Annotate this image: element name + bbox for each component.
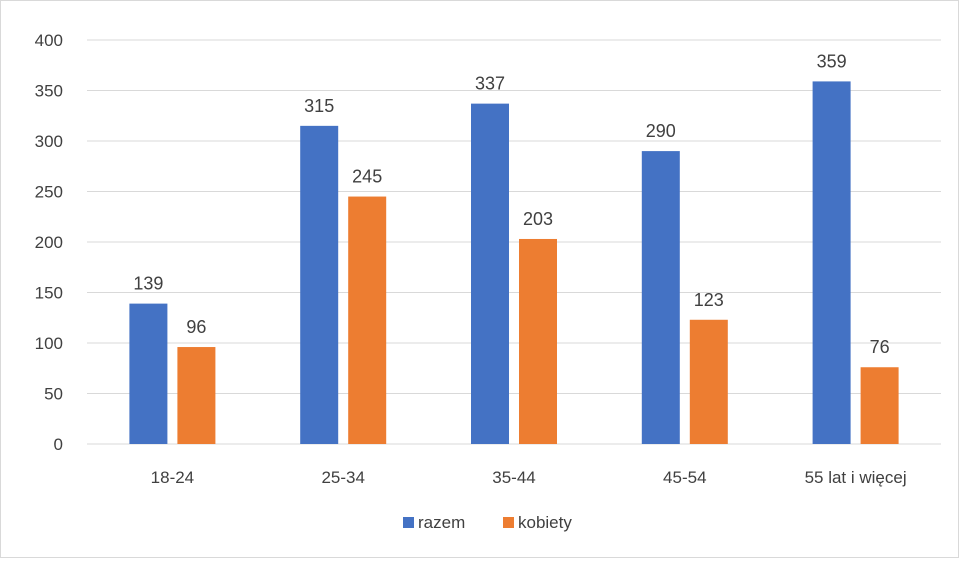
- data-label-razem-2: 337: [475, 74, 505, 94]
- y-tick-label: 0: [54, 435, 63, 454]
- data-label-razem-0: 139: [133, 274, 163, 294]
- y-tick-label: 300: [35, 132, 63, 151]
- x-category-label: 55 lat i więcej: [805, 468, 907, 487]
- y-tick-label: 200: [35, 233, 63, 252]
- data-label-kobiety-1: 245: [352, 167, 382, 187]
- y-tick-label: 150: [35, 284, 63, 303]
- data-label-kobiety-0: 96: [186, 317, 206, 337]
- y-tick-label: 50: [44, 385, 63, 404]
- data-label-razem-3: 290: [646, 121, 676, 141]
- legend-label-razem: razem: [418, 513, 465, 532]
- data-label-razem-1: 315: [304, 96, 334, 116]
- bar-razem-4: [812, 81, 851, 444]
- y-axis-ticks: 0 50 100 150 200 250 300 350 400: [35, 31, 63, 454]
- bar-kobiety-2: [519, 238, 557, 444]
- data-label-kobiety-4: 76: [870, 337, 890, 357]
- data-labels: 139 96 315 245 337 203 290 123 359 76: [133, 51, 889, 357]
- data-label-razem-4: 359: [817, 51, 847, 71]
- legend-swatch-kobiety: [503, 517, 514, 528]
- bar-kobiety-1: [348, 196, 387, 444]
- bar-kobiety-3: [689, 319, 728, 444]
- x-category-label: 25-34: [321, 468, 364, 487]
- y-tick-label: 350: [35, 82, 63, 101]
- bars: [129, 81, 899, 444]
- x-axis-categories: 18-24 25-34 35-44 45-54 55 lat i więcej: [151, 468, 907, 487]
- bar-kobiety-0: [177, 347, 216, 444]
- bar-razem-2: [471, 103, 509, 444]
- bar-razem-1: [300, 125, 339, 444]
- y-tick-label: 250: [35, 183, 63, 202]
- legend-label-kobiety: kobiety: [518, 513, 572, 532]
- gridlines: [87, 39, 941, 445]
- legend-swatch-razem: [403, 517, 414, 528]
- y-tick-label: 100: [35, 334, 63, 353]
- data-label-kobiety-2: 203: [523, 209, 553, 229]
- x-category-label: 45-54: [663, 468, 706, 487]
- x-category-label: 18-24: [151, 468, 194, 487]
- bar-kobiety-4: [860, 367, 899, 444]
- data-label-kobiety-3: 123: [694, 290, 724, 310]
- y-tick-label: 400: [35, 31, 63, 50]
- bar-razem-3: [641, 151, 680, 444]
- legend: razem kobiety: [403, 513, 572, 532]
- bar-razem-0: [129, 303, 168, 444]
- x-category-label: 35-44: [492, 468, 535, 487]
